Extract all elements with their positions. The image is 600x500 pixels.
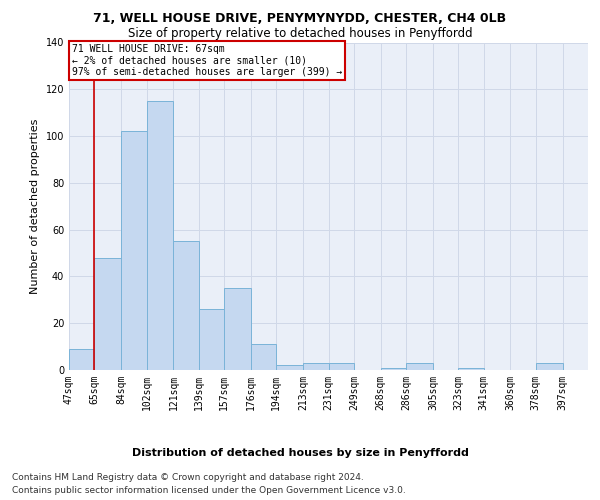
Y-axis label: Number of detached properties: Number of detached properties xyxy=(30,118,40,294)
Bar xyxy=(458,368,484,370)
Bar xyxy=(536,363,563,370)
Bar xyxy=(251,344,277,370)
Bar xyxy=(303,363,329,370)
Bar xyxy=(224,288,251,370)
Text: Contains HM Land Registry data © Crown copyright and database right 2024.: Contains HM Land Registry data © Crown c… xyxy=(12,472,364,482)
Bar xyxy=(329,363,354,370)
Bar xyxy=(173,242,199,370)
Text: Size of property relative to detached houses in Penyffordd: Size of property relative to detached ho… xyxy=(128,28,472,40)
Text: Distribution of detached houses by size in Penyffordd: Distribution of detached houses by size … xyxy=(131,448,469,458)
Text: 71 WELL HOUSE DRIVE: 67sqm
← 2% of detached houses are smaller (10)
97% of semi-: 71 WELL HOUSE DRIVE: 67sqm ← 2% of detac… xyxy=(71,44,342,78)
Bar xyxy=(406,363,433,370)
Text: 71, WELL HOUSE DRIVE, PENYMYNYDD, CHESTER, CH4 0LB: 71, WELL HOUSE DRIVE, PENYMYNYDD, CHESTE… xyxy=(94,12,506,26)
Bar xyxy=(380,368,406,370)
Bar xyxy=(121,132,146,370)
Bar xyxy=(199,309,224,370)
Bar xyxy=(146,101,173,370)
Bar xyxy=(69,349,94,370)
Text: Contains public sector information licensed under the Open Government Licence v3: Contains public sector information licen… xyxy=(12,486,406,495)
Bar xyxy=(94,258,121,370)
Bar xyxy=(277,366,303,370)
